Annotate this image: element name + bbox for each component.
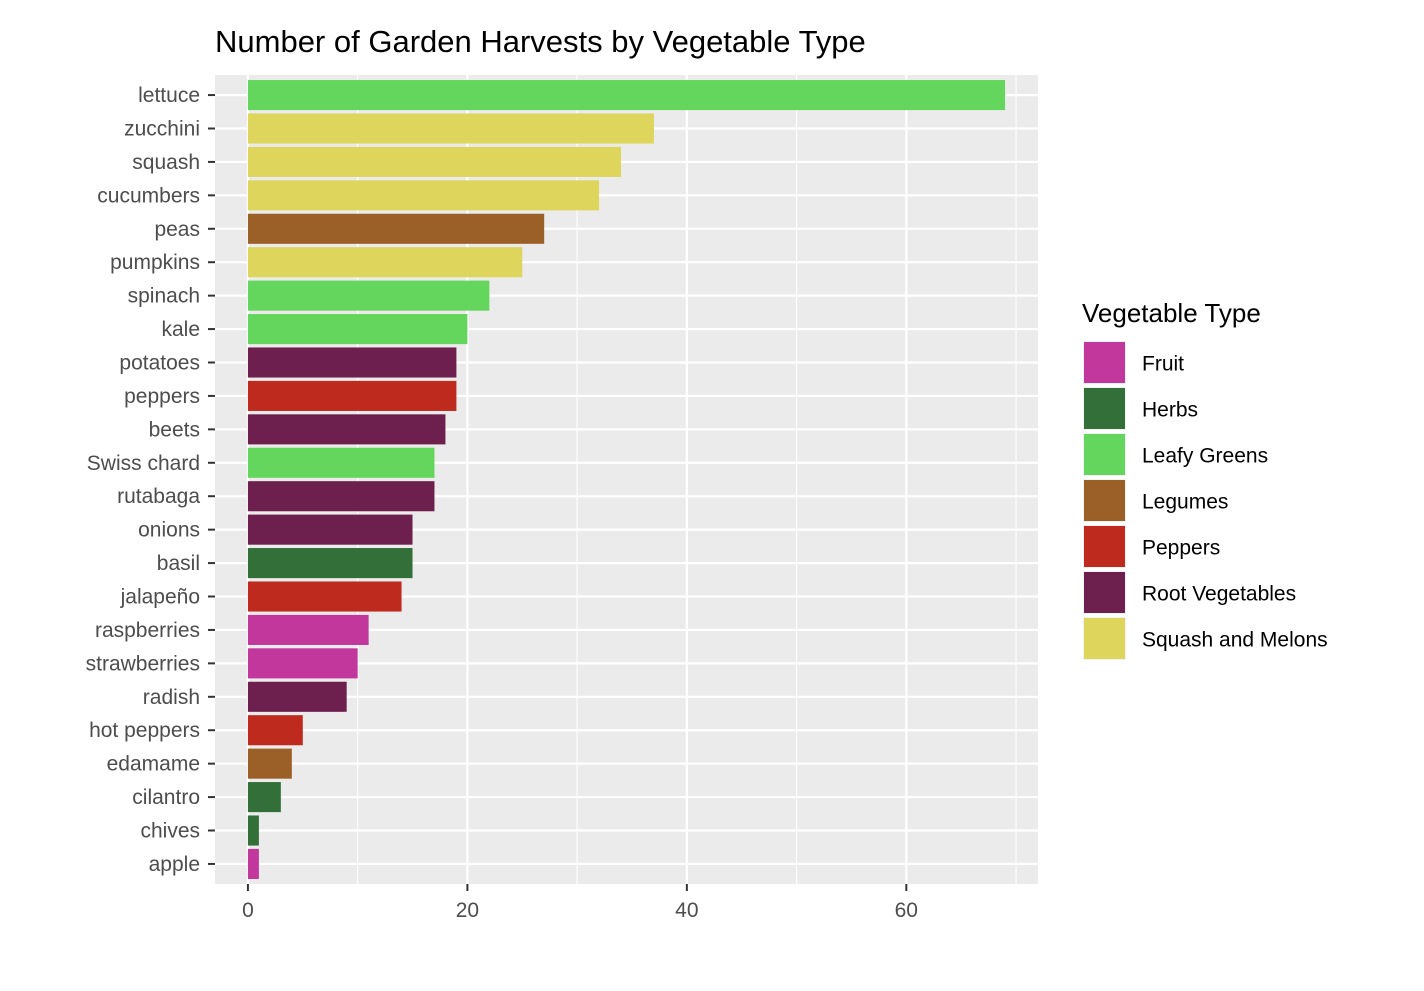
- y-tick-label: basil: [157, 552, 200, 575]
- x-tick-label: 60: [895, 899, 918, 922]
- y-tick-label: cilantro: [132, 786, 200, 809]
- bar-onions: [247, 514, 413, 545]
- y-tick-label: onions: [138, 519, 200, 542]
- legend-title: Vegetable Type: [1082, 298, 1261, 328]
- y-tick-label: potatoes: [119, 351, 200, 374]
- bar-strawberries: [247, 648, 358, 679]
- bar-radish: [247, 681, 347, 712]
- y-tick-label: strawberries: [86, 652, 200, 675]
- y-tick-label: kale: [161, 318, 200, 341]
- bars-group: [247, 80, 1006, 879]
- y-tick-label: pumpkins: [110, 251, 200, 274]
- bar-zucchini: [247, 113, 654, 144]
- y-axis: lettuce zucchini squash cucumbers peas pumpki…: [86, 84, 215, 876]
- bar-squash: [247, 146, 622, 177]
- legend-label: Peppers: [1142, 537, 1220, 560]
- bar-chives: [247, 815, 259, 846]
- y-tick-label: spinach: [128, 285, 200, 308]
- legend-swatch-squash-and-melons: [1084, 618, 1125, 659]
- legend-swatch-root-vegetables: [1084, 572, 1125, 613]
- y-tick-label: radish: [143, 686, 200, 709]
- y-tick-label: chives: [140, 820, 200, 843]
- bar-swiss-chard: [247, 447, 435, 478]
- bar-edamame: [247, 748, 292, 779]
- y-tick-label: lettuce: [138, 84, 200, 107]
- legend: Vegetable Type Fruit Herbs Leafy Greens Leg…: [1082, 298, 1328, 660]
- y-tick-label: peppers: [124, 385, 200, 408]
- y-tick-label: jalapeño: [120, 586, 200, 609]
- legend-label: Herbs: [1142, 399, 1198, 422]
- y-tick-label: raspberries: [95, 619, 200, 642]
- bar-hot-peppers: [247, 715, 303, 746]
- bar-jalapeño: [247, 581, 402, 612]
- y-tick-label: edamame: [107, 753, 200, 776]
- legend-label: Fruit: [1142, 353, 1184, 376]
- y-tick-label: beets: [149, 418, 200, 441]
- legend-label: Root Vegetables: [1142, 583, 1296, 606]
- legend-swatch-herbs: [1084, 388, 1125, 429]
- y-tick-label: zucchini: [124, 117, 200, 140]
- bar-potatoes: [247, 347, 457, 378]
- legend-entries: Fruit Herbs Leafy Greens Legumes Peppers Root…: [1083, 341, 1328, 660]
- bar-rutabaga: [247, 481, 435, 512]
- bar-cucumbers: [247, 180, 600, 211]
- legend-label: Squash and Melons: [1142, 629, 1328, 652]
- chart-title: Number of Garden Harvests by Vegetable T…: [215, 24, 866, 59]
- bar-peppers: [247, 380, 457, 411]
- y-tick-label: squash: [132, 151, 200, 174]
- y-tick-label: rutabaga: [117, 485, 200, 508]
- bar-pumpkins: [247, 247, 523, 278]
- bar-cilantro: [247, 782, 281, 813]
- bar-peas: [247, 213, 545, 244]
- legend-swatch-legumes: [1084, 480, 1125, 521]
- x-tick-label: 0: [242, 899, 254, 922]
- legend-swatch-peppers: [1084, 526, 1125, 567]
- x-tick-label: 40: [675, 899, 698, 922]
- bar-kale: [247, 314, 468, 345]
- y-tick-label: Swiss chard: [87, 452, 200, 475]
- bar-spinach: [247, 280, 490, 311]
- legend-label: Legumes: [1142, 491, 1228, 514]
- y-tick-label: cucumbers: [97, 184, 200, 207]
- bar-beets: [247, 414, 446, 445]
- bar-apple: [247, 848, 259, 879]
- bar-basil: [247, 548, 413, 579]
- bar-lettuce: [247, 80, 1006, 111]
- y-tick-label: peas: [154, 218, 200, 241]
- legend-swatch-leafy-greens: [1084, 434, 1125, 475]
- bar-raspberries: [247, 614, 369, 645]
- x-tick-label: 20: [456, 899, 479, 922]
- y-tick-label: hot peppers: [89, 719, 200, 742]
- legend-swatch-fruit: [1084, 342, 1125, 383]
- x-axis: 0 20 40 60: [242, 884, 918, 922]
- y-tick-label: apple: [149, 853, 200, 876]
- legend-label: Leafy Greens: [1142, 445, 1268, 468]
